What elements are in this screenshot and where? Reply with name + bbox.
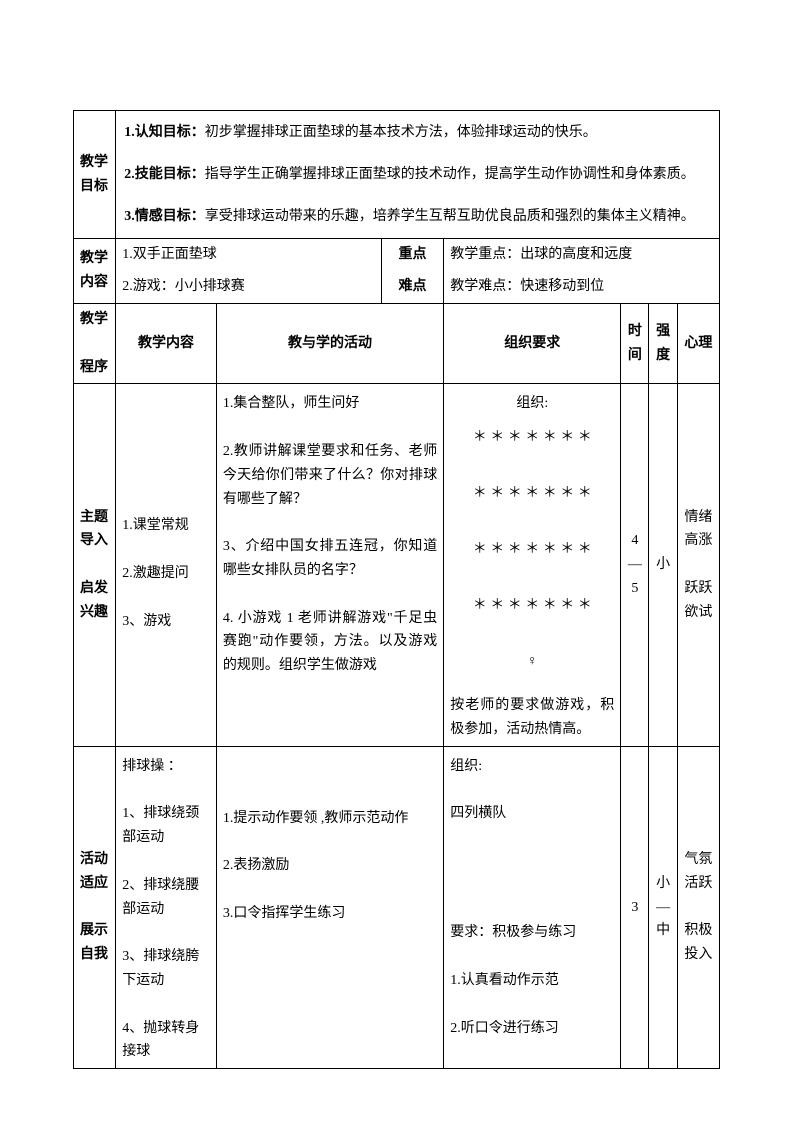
stage2-content: 排球操 ： 1、排球绕颈部运动 2、排球绕腰部运动 3、排球绕胯下运动 4、抛球… [116, 746, 217, 1068]
org-stars: ＊ ＊ ＊ ＊ ＊ ＊ ＊ ＊ ＊ ＊ ＊ ＊ ＊ ＊ ＊ ＊ ＊ ＊ ＊ ＊ … [450, 424, 614, 676]
difficulty-text: 教学难点：快速移动到位 [444, 271, 720, 303]
stage2-row: 活动适应 展示自我 排球操 ： 1、排球绕颈部运动 2、排球绕腰部运动 3、排球… [74, 746, 720, 1068]
stage2-intensity: 小 — 中 [649, 746, 677, 1068]
stage1-psych: 情绪高涨 跃跃欲试 [677, 384, 719, 746]
content-item1: 1.双手正面垫球 [116, 239, 382, 271]
col-activity: 教与学的活动 [216, 303, 443, 383]
stage2-psych: 气氛活跃 积极投入 [677, 746, 719, 1068]
skill-text: 指导学生正确掌握排球正面垫球的技术动作，提高学生动作协调性和身体素质。 [205, 167, 695, 182]
procedure-header: 教学 程序 [74, 303, 116, 383]
lesson-plan-page: 教学目标 1.认知目标：初步掌握排球正面垫球的基本技术方法，体验排球运动的快乐。… [0, 0, 793, 1129]
org-label-1: 组织: [450, 392, 614, 416]
stage1-content: 1.课堂常规 2.激趣提问 3、游戏 [116, 384, 217, 746]
stage1-label: 主题导入 启发兴趣 [74, 384, 116, 746]
content-item2: 2.游戏：小小排球赛 [116, 271, 382, 303]
col-time: 时间 [621, 303, 649, 383]
stage2-org: 组织: 四列横队 要求：积极参与练习 1.认真看动作示范 2.听口令进行练习 [444, 746, 621, 1068]
org-note-1: 按老师的要求做游戏，积极参加，活动热情高。 [450, 694, 614, 742]
stage1-org: 组织: ＊ ＊ ＊ ＊ ＊ ＊ ＊ ＊ ＊ ＊ ＊ ＊ ＊ ＊ ＊ ＊ ＊ ＊ … [444, 384, 621, 746]
procedure-header-row: 教学 程序 教学内容 教与学的活动 组织要求 时间 强度 心理 [74, 303, 720, 383]
cognitive-text: 初步掌握排球正面垫球的基本技术方法，体验排球运动的快乐。 [205, 125, 597, 140]
content-header: 教学内容 [74, 239, 116, 304]
col-intensity: 强度 [649, 303, 677, 383]
stage1-activity: 1.集合整队，师生问好 2.教师讲解课堂要求和任务、老师今天给你们带来了什么？你… [216, 384, 443, 746]
goals-body: 1.认知目标：初步掌握排球正面垫球的基本技术方法，体验排球运动的快乐。 2.技能… [116, 111, 720, 239]
focus-label: 重点 [381, 239, 443, 271]
emotion-text: 享受排球运动带来的乐趣，培养学生互帮互助优良品质和强烈的集体主义精神。 [205, 209, 695, 224]
stage2-activity: 1.提示动作要领 ,教师示范动作 2.表扬激励 3.口令指挥学生练习 [216, 746, 443, 1068]
col-content: 教学内容 [116, 303, 217, 383]
stage1-intensity: 小 [649, 384, 677, 746]
lesson-plan-table: 教学目标 1.认知目标：初步掌握排球正面垫球的基本技术方法，体验排球运动的快乐。… [73, 110, 720, 1069]
stage1-row: 主题导入 启发兴趣 1.课堂常规 2.激趣提问 3、游戏 1.集合整队，师生问好… [74, 384, 720, 746]
content-row-2: 2.游戏：小小排球赛 难点 教学难点：快速移动到位 [74, 271, 720, 303]
difficulty-label: 难点 [381, 271, 443, 303]
cognitive-label: 1.认知目标： [124, 125, 205, 140]
stage2-label: 活动适应 展示自我 [74, 746, 116, 1068]
emotion-label: 3.情感目标： [124, 209, 205, 224]
stage2-time: 3 [621, 746, 649, 1068]
goals-row: 教学目标 1.认知目标：初步掌握排球正面垫球的基本技术方法，体验排球运动的快乐。… [74, 111, 720, 239]
col-psych: 心理 [677, 303, 719, 383]
stage1-time: 4 — 5 [621, 384, 649, 746]
goals-header: 教学目标 [74, 111, 116, 239]
content-row-1: 教学内容 1.双手正面垫球 重点 教学重点：出球的高度和远度 [74, 239, 720, 271]
skill-label: 2.技能目标： [124, 167, 205, 182]
focus-text: 教学重点：出球的高度和远度 [444, 239, 720, 271]
col-org: 组织要求 [444, 303, 621, 383]
